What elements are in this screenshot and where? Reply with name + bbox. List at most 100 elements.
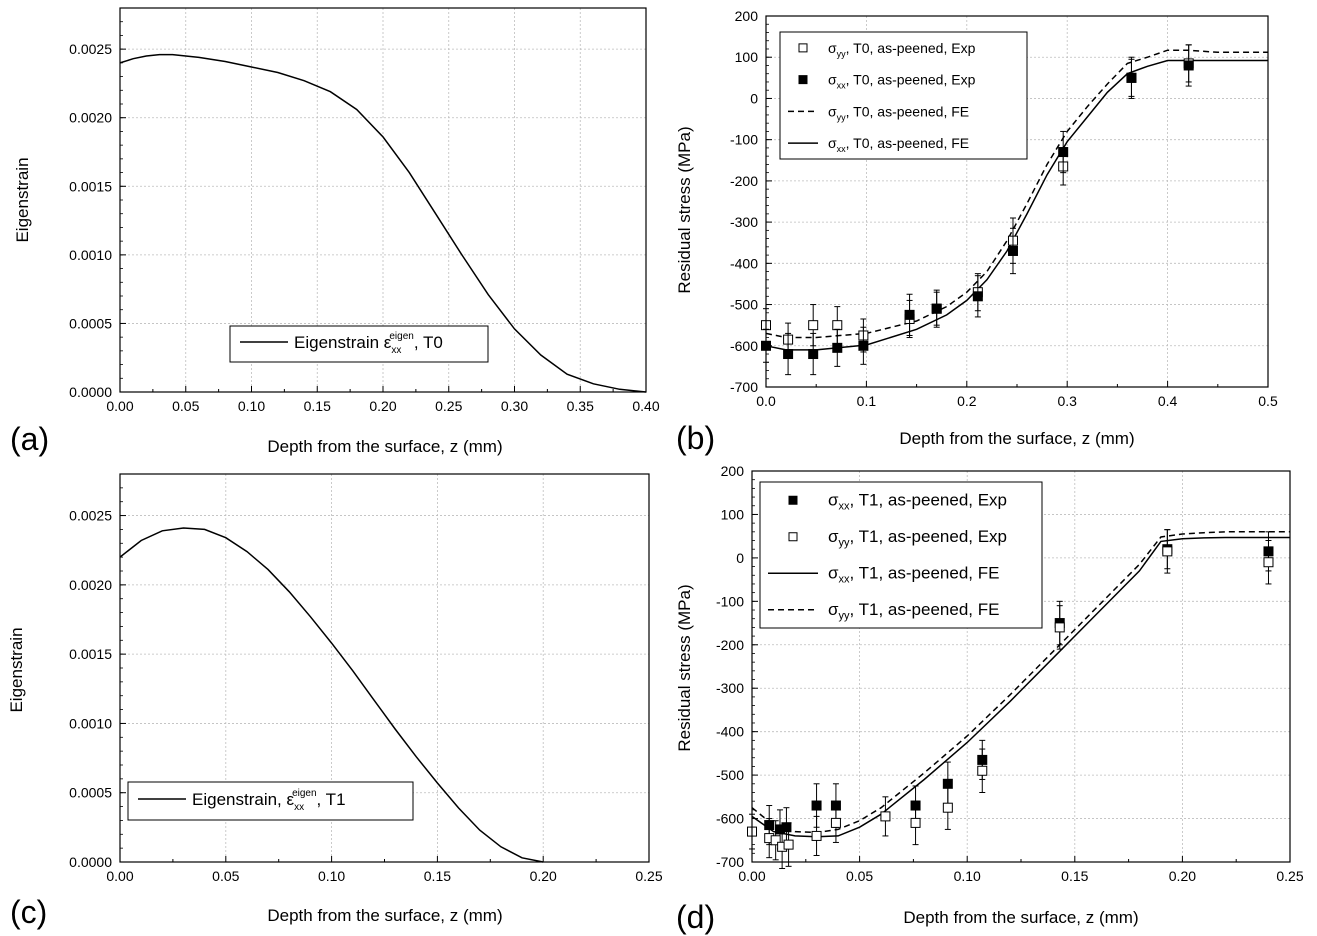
- y-tick-label-200: -200: [730, 173, 758, 189]
- panel-b-ticks: 0.0 0.1 0.2 0.3 0.4 0.5 200 100 0 -100 -200 -300 -40…: [730, 8, 1278, 409]
- panel-a-legend: Eigenstrain εxxeigen, T0: [229, 325, 489, 363]
- legend-box: [779, 31, 1028, 160]
- data-point-xx-t0-as-peened-exp: [832, 342, 843, 353]
- legend-label: σyy, T0, as-peened, FE: [828, 103, 969, 122]
- legend-marker: [788, 495, 798, 505]
- x-tick-label-0-25: 0.25: [635, 868, 662, 884]
- panel-d-xlabel: Depth from the surface, z (mm): [903, 908, 1138, 927]
- x-tick-label-0-25: 0.25: [1276, 868, 1303, 884]
- y-tick-label-0-0005: 0.0005: [69, 315, 112, 331]
- data-point-yy-t1-as-peened-exp: [811, 830, 822, 841]
- x-tick-label-0-4: 0.4: [1158, 393, 1178, 409]
- panel-b-legend: σyy, T0, as-peened, Exp σxx, T0, as-peene…: [779, 31, 1028, 160]
- data-point-yy-t0-as-peened-exp: [808, 320, 819, 331]
- x-tick-label-0-00: 0.00: [738, 868, 765, 884]
- panel-a-lines: [119, 53, 647, 393]
- y-tick-label-0: 0: [736, 550, 744, 566]
- x-tick-label-0-5: 0.5: [1258, 393, 1278, 409]
- y-tick-label-200: 200: [735, 8, 759, 24]
- legend-label: Eigenstrain εxxeigen, T0: [294, 331, 443, 356]
- x-tick-label-0-15: 0.15: [304, 398, 331, 414]
- legend-box: [759, 481, 1043, 629]
- data-point-xx-t0-as-peened-exp: [858, 340, 869, 351]
- panel-a-plot-frame: [119, 7, 647, 393]
- legend-label: σyy, T1, as-peened, FE: [828, 600, 999, 622]
- panel-b-lines: [765, 49, 1268, 351]
- data-point-xx-t1-as-peened-exp: [811, 800, 822, 811]
- x-tick-label-0-20: 0.20: [1169, 868, 1196, 884]
- data-point-yy-t1-as-peened-exp: [783, 839, 794, 850]
- y-tick-label-100: -100: [716, 593, 744, 609]
- panel-b: 0.0 0.1 0.2 0.3 0.4 0.5 200 100 0 -100 -200 -300 -40…: [675, 8, 1278, 456]
- series-line-eigenstrain-xx-eigen-t1: [119, 527, 544, 863]
- x-tick-label-0-10: 0.10: [238, 398, 265, 414]
- y-tick-label-0-0000: 0.0000: [69, 854, 112, 870]
- y-tick-label-600: -600: [730, 338, 758, 354]
- panel-b-xlabel: Depth from the surface, z (mm): [899, 429, 1134, 448]
- panel-c-ticks: 0.00 0.05 0.10 0.15 0.20 0.25 0.0000 0.0005 0.00…: [69, 473, 663, 884]
- x-tick-label-0-35: 0.35: [567, 398, 594, 414]
- data-point-yy-t1-as-peened-exp: [880, 811, 891, 822]
- panel-b-markers: [761, 44, 1194, 376]
- panel-a-ylabel: Eigenstrain: [13, 157, 32, 242]
- data-point-xx-t0-as-peened-exp: [1007, 245, 1018, 256]
- panel-c-ylabel: Eigenstrain: [7, 627, 26, 712]
- legend-marker: [788, 532, 798, 542]
- x-tick-label-0-10: 0.10: [954, 868, 981, 884]
- panel-d-plot-frame: [751, 470, 1291, 863]
- legend-label: σxx, T0, as-peened, Exp: [828, 72, 976, 91]
- y-tick-label-400: -400: [716, 724, 744, 740]
- panel-d-letter: (d): [676, 899, 715, 935]
- series-line-yy-t0-as-peened-fe: [765, 49, 1268, 339]
- data-point-xx-t0-as-peened-exp: [808, 349, 819, 360]
- y-tick-label-0-0005: 0.0005: [69, 785, 112, 801]
- y-tick-label-0-0010: 0.0010: [69, 715, 112, 731]
- y-tick-label-400: -400: [730, 255, 758, 271]
- data-point-yy-t1-as-peened-exp: [1263, 557, 1274, 568]
- x-tick-label-0-20: 0.20: [530, 868, 557, 884]
- legend-label: σxx, T0, as-peened, FE: [828, 135, 969, 154]
- y-tick-label-700: -700: [716, 854, 744, 870]
- series-line-yy-t1-as-peened-fe: [751, 531, 1290, 834]
- y-tick-label-600: -600: [716, 811, 744, 827]
- x-tick-label-0-00: 0.00: [106, 868, 133, 884]
- data-point-xx-t0-as-peened-exp: [972, 291, 983, 302]
- y-tick-label-200: 200: [721, 463, 745, 479]
- x-tick-label-0-15: 0.15: [1061, 868, 1088, 884]
- legend-box: [127, 781, 414, 821]
- data-point-yy-t1-as-peened-exp: [942, 802, 953, 813]
- panel-c: 0.00 0.05 0.10 0.15 0.20 0.25 0.0000 0.0005 0.00…: [7, 473, 663, 930]
- series-line-eigenstrain-xx-eigen-t0: [119, 53, 647, 393]
- panel-c-lines: [119, 527, 544, 863]
- legend-label: Eigenstrain, εxxeigen, T1: [192, 788, 346, 813]
- data-point-xx-t0-as-peened-exp: [783, 349, 794, 360]
- panel-d-legend: σxx, T1, as-peened, Exp σyy, T1, as-peene…: [759, 481, 1043, 629]
- y-tick-label-700: -700: [730, 379, 758, 395]
- panel-a-xlabel: Depth from the surface, z (mm): [267, 437, 502, 456]
- x-tick-label-0-40: 0.40: [632, 398, 659, 414]
- y-tick-label-0: 0: [750, 90, 758, 106]
- data-point-xx-t0-as-peened-exp: [1058, 147, 1069, 158]
- panel-c-legend: Eigenstrain, εxxeigen, T1: [127, 781, 414, 821]
- data-point-yy-t1-as-peened-exp: [977, 765, 988, 776]
- data-point-xx-t0-as-peened-exp: [1126, 72, 1137, 83]
- panel-b-ylabel: Residual stress (MPa): [675, 126, 694, 293]
- y-tick-label-100: 100: [735, 49, 759, 65]
- legend-marker: [798, 75, 808, 85]
- data-point-yy-t1-as-peened-exp: [1162, 546, 1173, 557]
- x-tick-label-0-2: 0.2: [957, 393, 977, 409]
- y-tick-label-0-0020: 0.0020: [69, 577, 112, 593]
- y-tick-label-0-0025: 0.0025: [69, 41, 112, 57]
- panel-d-ylabel: Residual stress (MPa): [675, 584, 694, 751]
- legend-label: σxx, T1, as-peened, FE: [828, 563, 999, 585]
- x-tick-label-0-10: 0.10: [318, 868, 345, 884]
- x-tick-label-0-00: 0.00: [106, 398, 133, 414]
- panel-a-ticks: 0.00 0.05 0.10 0.15 0.20 0.25 0.30 0.35 0.40 0.00…: [69, 7, 660, 414]
- panel-b-plot-frame: [765, 15, 1269, 388]
- y-tick-label-100: -100: [730, 132, 758, 148]
- data-point-yy-t1-as-peened-exp: [1054, 622, 1065, 633]
- data-point-yy-t1-as-peened-exp: [910, 817, 921, 828]
- data-point-xx-t0-as-peened-exp: [1183, 60, 1194, 71]
- panel-b-letter: (b): [676, 420, 715, 456]
